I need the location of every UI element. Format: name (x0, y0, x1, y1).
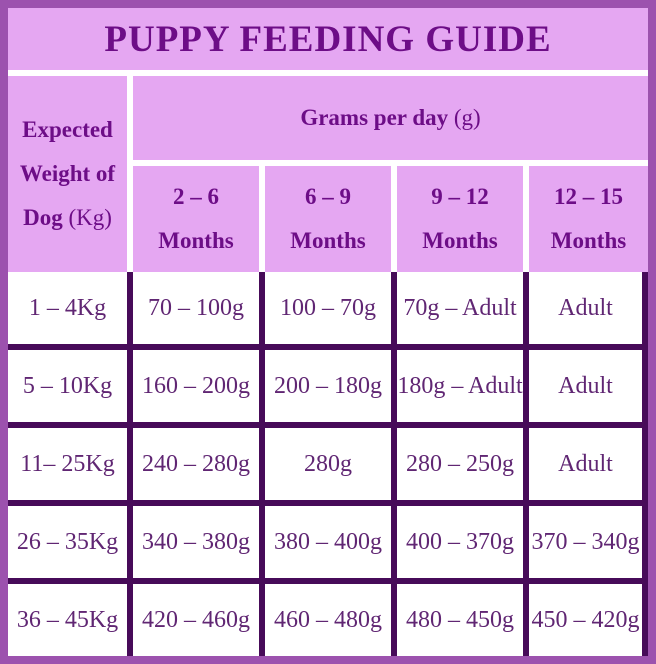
age-column-header-6-9: 6 – 9 Months (265, 166, 391, 272)
value-cell: 460 – 480g (265, 584, 391, 656)
value-cell: 240 – 280g (133, 428, 259, 500)
value-cell: 340 – 380g (133, 506, 259, 578)
value-cell: 420 – 460g (133, 584, 259, 656)
weight-header-label: Expected Weight of Dog (19, 117, 116, 230)
value-cell: 380 – 400g (265, 506, 391, 578)
grams-per-day-header: Grams per day (g) (133, 76, 648, 160)
weight-cell: 11– 25Kg (8, 428, 127, 500)
grams-header-label: Grams per day (300, 105, 454, 130)
value-cell: 180g – Adult (397, 350, 523, 422)
weight-cell: 26 – 35Kg (8, 506, 127, 578)
age-column-label: 2 – 6 Months (158, 184, 234, 253)
title-divider (8, 70, 648, 76)
age-column-header-2-6: 2 – 6 Months (133, 166, 259, 272)
age-column-label: 9 – 12 Months (422, 184, 498, 253)
weight-column-header: Expected Weight of Dog (Kg) (8, 76, 127, 272)
value-cell: 370 – 340g (529, 506, 642, 578)
weight-cell: 36 – 45Kg (8, 584, 127, 656)
value-cell: 280 – 250g (397, 428, 523, 500)
age-column-header-12-15: 12 – 15 Months (529, 166, 648, 272)
age-column-header-9-12: 9 – 12 Months (397, 166, 523, 272)
value-cell: Adult (529, 350, 642, 422)
value-cell: 100 – 70g (265, 272, 391, 344)
value-cell: 400 – 370g (397, 506, 523, 578)
value-cell: 70 – 100g (133, 272, 259, 344)
value-cell: 160 – 200g (133, 350, 259, 422)
page-title: PUPPY FEEDING GUIDE (104, 18, 552, 60)
value-cell: 280g (265, 428, 391, 500)
weight-cell: 5 – 10Kg (8, 350, 127, 422)
value-cell: 70g – Adult (397, 272, 523, 344)
value-cell: 200 – 180g (265, 350, 391, 422)
value-cell: 450 – 420g (529, 584, 642, 656)
value-cell: Adult (529, 428, 642, 500)
grams-header-unit: (g) (453, 105, 481, 130)
weight-cell: 1 – 4Kg (8, 272, 127, 344)
age-column-label: 12 – 15 Months (550, 184, 627, 253)
value-cell: 480 – 450g (397, 584, 523, 656)
table-header: Expected Weight of Dog (Kg) Grams per da… (8, 76, 648, 272)
weight-header-unit: (Kg) (68, 205, 112, 230)
table-body: 1 – 4Kg 70 – 100g 100 – 70g 70g – Adult … (8, 272, 648, 656)
age-column-label: 6 – 9 Months (290, 184, 366, 253)
value-cell: Adult (529, 272, 642, 344)
title-band: PUPPY FEEDING GUIDE (8, 8, 648, 70)
